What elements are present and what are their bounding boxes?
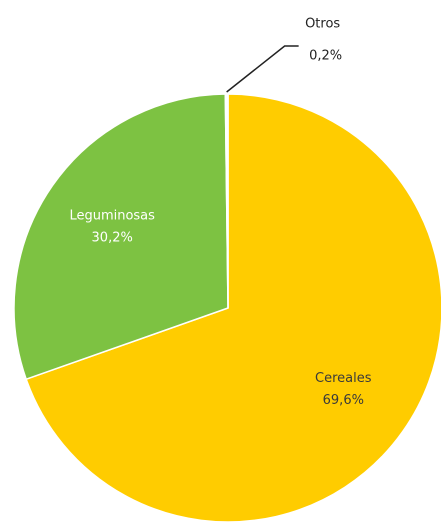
pie-slice (25, 93, 441, 523)
slice-label: Otros (305, 17, 340, 32)
pie-slice (224, 93, 229, 309)
slice-value-label: 0,2% (309, 49, 342, 64)
slice-label: Leguminosas (69, 209, 155, 224)
pie-slice (13, 93, 229, 381)
slice-value-label: 69,6% (323, 393, 364, 408)
slice-label: Cereales (315, 371, 372, 386)
slice-value-label: 30,2% (92, 231, 133, 246)
leader-line (226, 45, 299, 93)
